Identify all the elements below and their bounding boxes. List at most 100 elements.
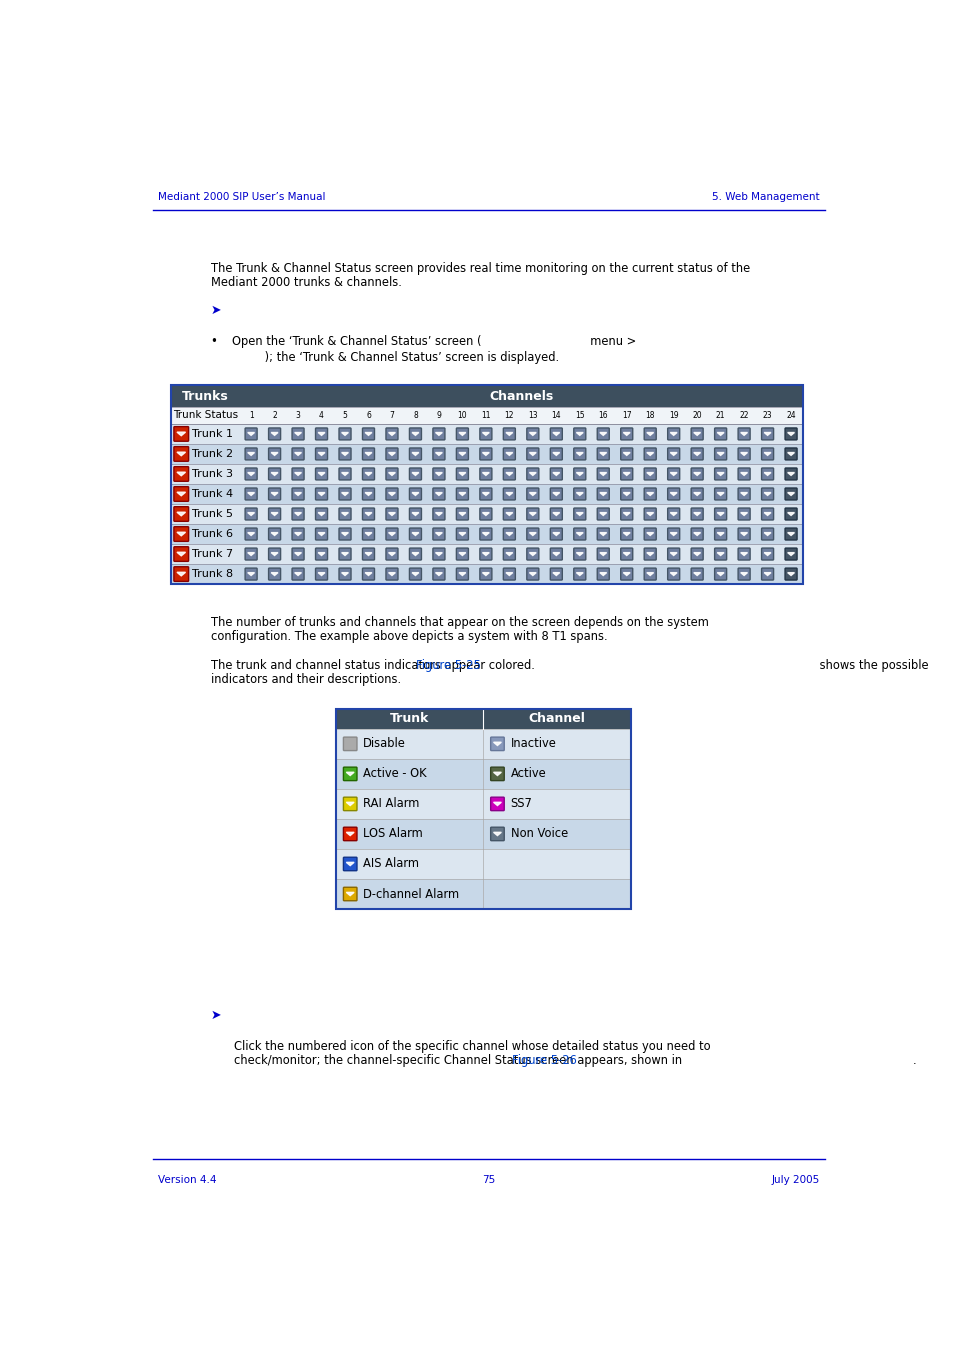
FancyBboxPatch shape [292, 528, 304, 540]
Polygon shape [436, 493, 442, 496]
FancyBboxPatch shape [433, 488, 444, 500]
Polygon shape [346, 802, 354, 805]
FancyBboxPatch shape [643, 428, 656, 440]
FancyBboxPatch shape [714, 508, 726, 520]
Polygon shape [670, 432, 677, 435]
Polygon shape [412, 493, 418, 496]
Text: 75: 75 [482, 1174, 495, 1185]
Bar [335, 848, 630, 880]
FancyBboxPatch shape [315, 528, 327, 540]
Polygon shape [341, 473, 348, 476]
Bar [171, 385, 802, 407]
Polygon shape [388, 493, 395, 496]
Polygon shape [599, 453, 606, 455]
FancyBboxPatch shape [386, 428, 397, 440]
Polygon shape [317, 432, 325, 435]
FancyBboxPatch shape [784, 508, 797, 520]
FancyBboxPatch shape [760, 549, 773, 561]
FancyBboxPatch shape [526, 569, 538, 580]
Text: 2: 2 [272, 411, 276, 420]
FancyBboxPatch shape [643, 549, 656, 561]
Polygon shape [576, 512, 582, 516]
Polygon shape [693, 432, 700, 435]
Polygon shape [622, 453, 630, 455]
Polygon shape [436, 473, 442, 476]
FancyBboxPatch shape [433, 569, 444, 580]
Polygon shape [787, 532, 794, 535]
Polygon shape [482, 573, 489, 576]
Bar [335, 880, 630, 909]
FancyBboxPatch shape [738, 528, 749, 540]
Polygon shape [493, 742, 501, 746]
Polygon shape [553, 473, 559, 476]
FancyBboxPatch shape [292, 569, 304, 580]
Polygon shape [646, 432, 653, 435]
FancyBboxPatch shape [292, 488, 304, 500]
FancyBboxPatch shape [456, 549, 468, 561]
Polygon shape [787, 553, 794, 555]
Polygon shape [670, 553, 677, 555]
FancyBboxPatch shape [409, 528, 421, 540]
FancyBboxPatch shape [738, 449, 749, 459]
Text: Trunks: Trunks [182, 389, 229, 403]
FancyBboxPatch shape [550, 528, 561, 540]
FancyBboxPatch shape [173, 466, 189, 481]
FancyBboxPatch shape [738, 467, 749, 480]
Polygon shape [693, 573, 700, 576]
FancyBboxPatch shape [690, 549, 702, 561]
Polygon shape [529, 432, 536, 435]
Polygon shape [622, 532, 630, 535]
Polygon shape [505, 473, 512, 476]
Polygon shape [787, 432, 794, 435]
FancyBboxPatch shape [643, 488, 656, 500]
FancyBboxPatch shape [760, 508, 773, 520]
Text: .: . [912, 1054, 915, 1067]
FancyBboxPatch shape [490, 797, 504, 811]
Polygon shape [670, 532, 677, 535]
Text: ➤: ➤ [211, 304, 221, 316]
Polygon shape [493, 832, 501, 835]
FancyBboxPatch shape [550, 449, 561, 459]
Polygon shape [458, 553, 465, 555]
FancyBboxPatch shape [479, 488, 492, 500]
Polygon shape [787, 573, 794, 576]
Polygon shape [248, 573, 254, 576]
FancyBboxPatch shape [526, 528, 538, 540]
Polygon shape [248, 532, 254, 535]
FancyBboxPatch shape [597, 467, 609, 480]
FancyBboxPatch shape [173, 507, 189, 521]
Polygon shape [436, 453, 442, 455]
Text: Trunk 4: Trunk 4 [192, 489, 233, 499]
Text: Channels: Channels [489, 389, 553, 403]
Polygon shape [740, 512, 747, 516]
FancyBboxPatch shape [315, 449, 327, 459]
Polygon shape [622, 432, 630, 435]
FancyBboxPatch shape [292, 449, 304, 459]
FancyBboxPatch shape [386, 488, 397, 500]
Polygon shape [458, 532, 465, 535]
Text: The trunk and channel status indicators appear colored.: The trunk and channel status indicators … [211, 659, 537, 671]
FancyBboxPatch shape [503, 488, 515, 500]
Polygon shape [412, 473, 418, 476]
FancyBboxPatch shape [690, 467, 702, 480]
Text: LOS Alarm: LOS Alarm [363, 827, 423, 840]
Polygon shape [717, 493, 723, 496]
Polygon shape [553, 432, 559, 435]
Polygon shape [412, 553, 418, 555]
FancyBboxPatch shape [292, 508, 304, 520]
FancyBboxPatch shape [620, 528, 632, 540]
Polygon shape [763, 553, 770, 555]
Text: 19: 19 [668, 411, 678, 420]
FancyBboxPatch shape [620, 428, 632, 440]
Polygon shape [177, 471, 185, 476]
Polygon shape [365, 573, 372, 576]
Polygon shape [317, 473, 325, 476]
FancyBboxPatch shape [503, 569, 515, 580]
FancyBboxPatch shape [690, 449, 702, 459]
Text: Mediant 2000 SIP User’s Manual: Mediant 2000 SIP User’s Manual [158, 192, 325, 203]
FancyBboxPatch shape [597, 528, 609, 540]
Text: Trunk: Trunk [390, 712, 429, 725]
Bar [335, 789, 630, 819]
FancyBboxPatch shape [456, 508, 468, 520]
Polygon shape [177, 573, 185, 576]
